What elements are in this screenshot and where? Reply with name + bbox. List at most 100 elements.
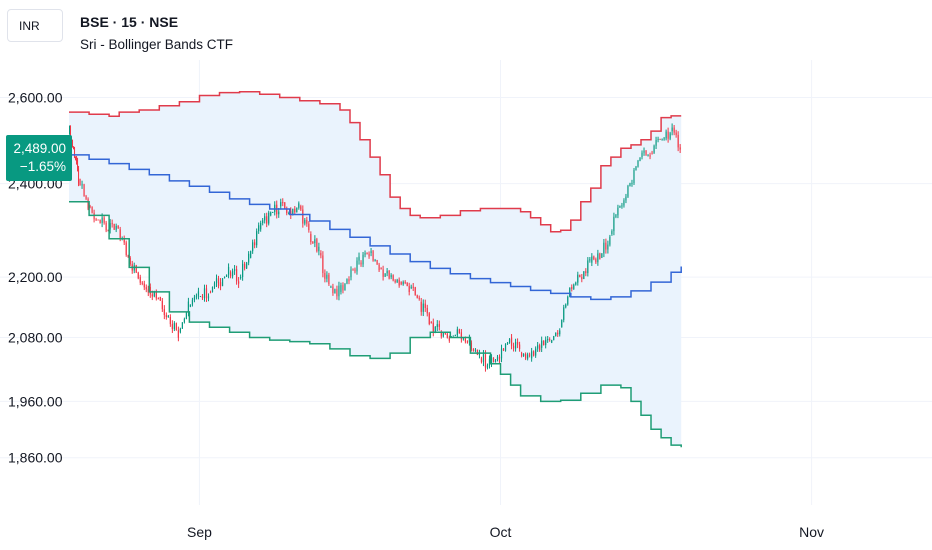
candle-body — [492, 357, 495, 363]
candle-body — [508, 339, 511, 343]
candle-body — [209, 291, 212, 293]
candle-body — [657, 138, 659, 141]
candle-body — [651, 152, 653, 154]
candle-body — [605, 242, 607, 250]
candle-body — [551, 340, 553, 343]
candle-body — [518, 344, 521, 349]
candle-body — [316, 239, 318, 252]
candle-body — [490, 357, 493, 364]
candle-body — [235, 269, 238, 282]
candle-body — [406, 282, 408, 287]
candle-body — [135, 265, 137, 273]
candle-body — [661, 139, 663, 141]
candle-body — [211, 287, 214, 292]
candle-body — [250, 251, 252, 258]
candle-body — [603, 242, 605, 254]
candle-body — [187, 301, 190, 313]
candle-body — [545, 339, 547, 346]
candle-body — [296, 207, 298, 213]
candle-body — [286, 208, 288, 214]
candle-body — [579, 274, 581, 278]
candle-body — [117, 225, 119, 229]
indicator-title[interactable]: Sri - Bollinger Bands CTF — [80, 37, 234, 52]
candle-body — [266, 216, 268, 224]
candle-body — [446, 333, 448, 338]
candle-body — [384, 273, 386, 277]
candle-body — [221, 278, 224, 287]
candle-body — [627, 186, 629, 197]
candle-body — [376, 260, 378, 265]
candle-body — [175, 323, 177, 331]
candle-body — [440, 332, 442, 337]
candle-body — [514, 341, 517, 349]
candle-body — [454, 335, 456, 337]
candles — [69, 123, 681, 372]
basis-line — [69, 154, 682, 301]
currency-button[interactable]: INR — [7, 9, 63, 42]
currency-label: INR — [19, 18, 40, 33]
candle-body — [278, 211, 280, 215]
candle-body — [422, 303, 424, 312]
candle-body — [444, 332, 446, 334]
candle-body — [643, 150, 645, 153]
candle-body — [197, 291, 200, 296]
candle-body — [328, 274, 330, 285]
candle-body — [215, 278, 218, 284]
candle-body — [97, 219, 99, 221]
candle-body — [418, 297, 420, 299]
candle-body — [185, 312, 188, 319]
candle-body — [344, 283, 346, 291]
candle-body — [470, 342, 473, 350]
candle-body — [103, 217, 105, 223]
candle-body — [153, 291, 155, 297]
candle-body — [370, 251, 372, 254]
y-tick-label: 2,600.00 — [8, 90, 63, 106]
candle-body — [575, 282, 577, 285]
candle-body — [452, 335, 454, 337]
candle-body — [151, 294, 153, 297]
candle-body — [390, 275, 392, 278]
candle-body — [262, 220, 264, 224]
candle-body — [448, 337, 450, 341]
candle-body — [637, 160, 639, 167]
last-price-change: −1.65% — [19, 159, 66, 174]
candle-body — [496, 356, 499, 360]
candle-body — [318, 246, 320, 252]
candle-body — [601, 253, 603, 258]
candle-body — [553, 336, 555, 341]
candle-body — [529, 354, 531, 356]
candle-body — [76, 160, 78, 162]
candle-body — [338, 285, 340, 297]
candle-body — [284, 202, 286, 209]
candle-body — [264, 216, 266, 221]
candle-body — [525, 353, 527, 359]
y-tick-label: 1,960.00 — [8, 393, 63, 409]
candle-body — [512, 345, 515, 349]
candle-body — [388, 270, 390, 279]
candle-body — [81, 184, 83, 186]
candle-body — [404, 281, 406, 283]
candle-body — [362, 254, 364, 265]
candle-body — [87, 198, 89, 209]
candle-body — [145, 287, 147, 290]
candle-body — [537, 345, 539, 349]
candle-body — [408, 286, 410, 293]
candle-body — [320, 253, 322, 256]
candle-body — [504, 344, 507, 351]
candle-body — [72, 140, 74, 147]
candle-body — [207, 296, 210, 299]
candle-body — [629, 183, 631, 187]
candle-body — [189, 304, 192, 307]
candle-body — [535, 348, 537, 356]
candle-body — [141, 282, 143, 284]
candle-body — [617, 207, 619, 216]
candle-body — [561, 319, 563, 328]
candle-body — [290, 210, 292, 216]
candle-body — [625, 196, 627, 201]
candle-body — [392, 275, 394, 281]
candle-body — [163, 309, 165, 316]
candle-body — [167, 315, 169, 318]
time-axis[interactable]: Sep Oct Nov — [187, 524, 824, 540]
symbol-title[interactable]: BSE · 15 · NSE — [80, 14, 179, 30]
